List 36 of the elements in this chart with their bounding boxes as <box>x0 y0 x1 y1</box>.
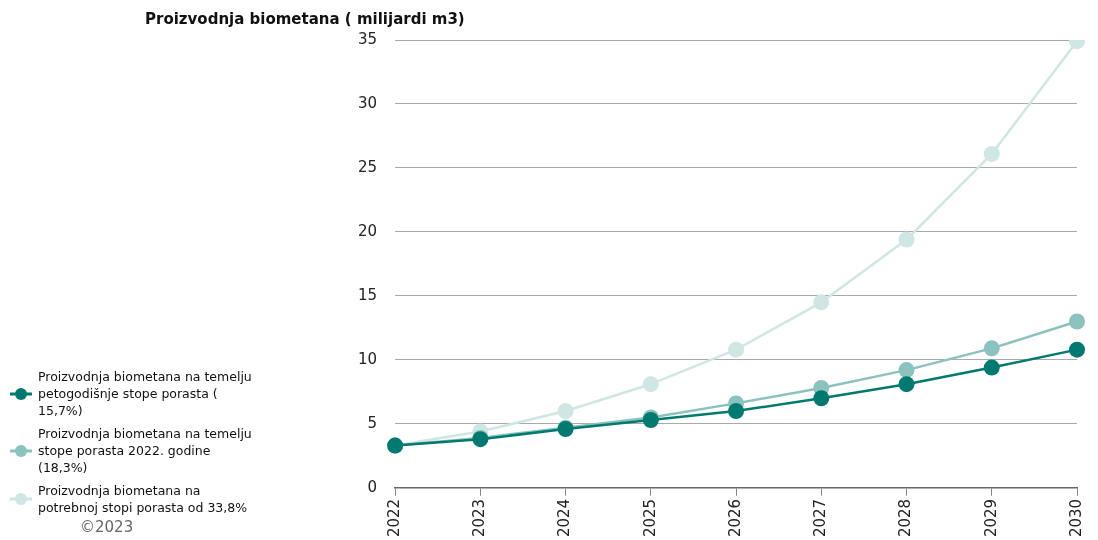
y-tick-label: 20 <box>357 221 378 240</box>
point <box>898 362 915 379</box>
x-tick-label: 2023 <box>470 498 489 538</box>
point <box>983 340 1000 357</box>
point <box>898 231 915 248</box>
point <box>983 359 1000 376</box>
text: ©2023 <box>80 518 134 536</box>
x-tick-label: 2026 <box>725 498 744 538</box>
chart-title: Proizvodnja biometana ( milijardi m3) <box>145 10 465 28</box>
y-tick-label: 15 <box>357 285 378 304</box>
point <box>1069 313 1085 330</box>
legend-label: Proizvodnja biometana na potrebnoj stopi porasta od 33,8% <box>38 482 249 516</box>
point <box>898 376 915 393</box>
x-tick-label: 2022 <box>384 498 403 538</box>
y-tick-label: 5 <box>367 413 378 432</box>
point <box>728 403 745 420</box>
point <box>813 294 830 311</box>
y-tick-label: 25 <box>357 157 378 176</box>
point <box>1069 341 1085 358</box>
point <box>983 145 1000 162</box>
x-tick-label: 2027 <box>811 498 830 538</box>
y-tick-label: 10 <box>357 349 378 368</box>
x-tick-label: 2030 <box>1066 498 1085 538</box>
x-tick-label: 2024 <box>555 498 574 538</box>
point <box>642 376 659 393</box>
x-tick-label: 2025 <box>640 498 659 538</box>
y-tick-label: 30 <box>357 93 378 112</box>
legend-label: Proizvodnja biometana na temelju petogodišnje stope porasta ( 15,7%) <box>38 368 253 419</box>
legend-label: Proizvodnja biometana na temelju stope porasta 2022. godine (18,3%) <box>38 425 253 476</box>
point <box>557 403 574 420</box>
y-tick-label: 0 <box>367 477 378 496</box>
point <box>813 390 830 407</box>
x-tick-label: 2028 <box>896 498 915 538</box>
x-tick-label: 2029 <box>981 498 1000 538</box>
y-tick-label: 35 <box>357 29 378 48</box>
point <box>728 341 745 358</box>
